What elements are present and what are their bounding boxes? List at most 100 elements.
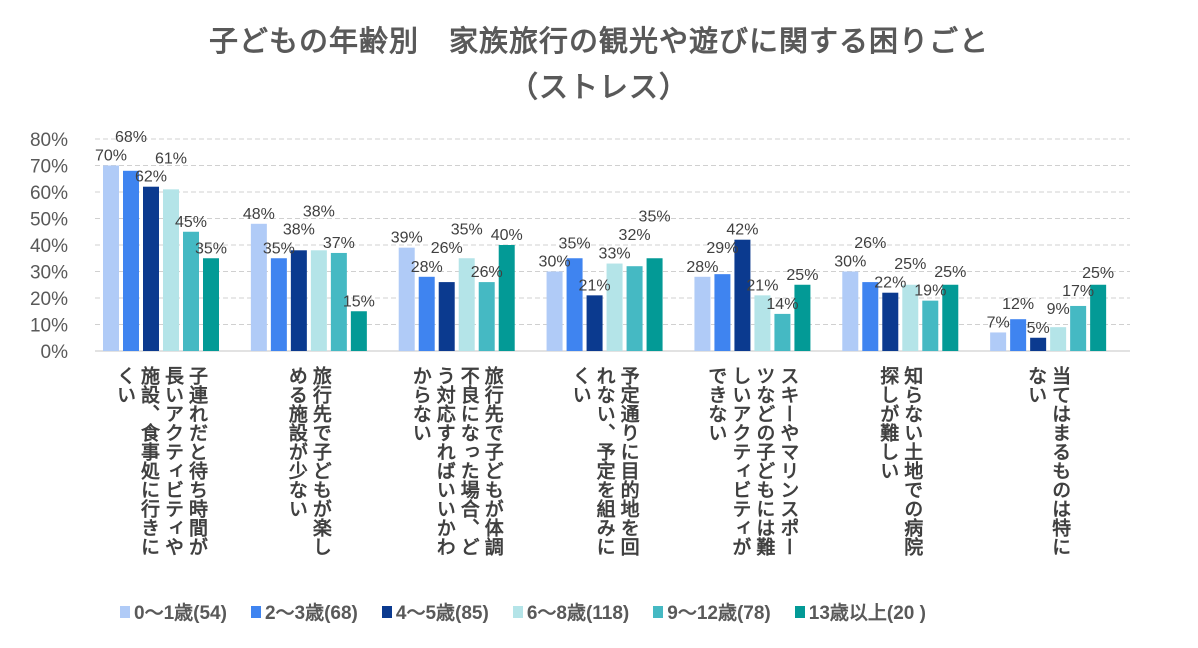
legend-swatch — [794, 605, 805, 618]
legend: 0～1歳(54) 2～3歳(68) 4～5歳(85) 6～8歳(118) 9～12歳(7… — [120, 598, 926, 625]
data-label: 14% — [766, 296, 798, 313]
bar — [774, 313, 791, 351]
data-label: 33% — [599, 246, 631, 263]
bar — [438, 282, 455, 351]
data-label: 45% — [175, 214, 207, 231]
data-label: 21% — [579, 277, 611, 294]
legend-item: 4～5歳(85) — [381, 598, 489, 625]
data-label: 17% — [1062, 283, 1094, 300]
data-label: 22% — [874, 275, 906, 292]
data-label: 19% — [914, 283, 946, 300]
bar — [478, 282, 495, 351]
data-label: 25% — [786, 267, 818, 284]
chart-title: 子どもの年齢別 家族旅行の観光や遊びに関する困りごと — [208, 24, 989, 58]
data-label: 28% — [686, 259, 718, 276]
x-category-label: 子連れだと待ち時間が長いアクティビティや施設、食事処に行きにくい — [114, 366, 208, 556]
bar — [922, 300, 939, 351]
data-label: 25% — [934, 264, 966, 281]
y-tick-label: 40% — [30, 236, 68, 257]
data-label: 26% — [431, 240, 463, 257]
bar — [250, 223, 267, 351]
bar — [586, 295, 603, 351]
data-label: 21% — [746, 277, 778, 294]
legend-swatch — [653, 605, 664, 618]
bar — [990, 332, 1007, 351]
data-label: 28% — [411, 259, 443, 276]
data-label: 40% — [491, 227, 523, 244]
y-tick-label: 30% — [30, 263, 68, 284]
data-label: 7% — [987, 314, 1010, 331]
data-label: 39% — [391, 230, 423, 247]
bar — [310, 250, 327, 351]
bar — [350, 311, 367, 351]
bar — [123, 170, 139, 351]
legend-label: 9～12歳(78) — [667, 603, 771, 624]
y-tick-label: 60% — [30, 183, 68, 204]
bar — [290, 250, 307, 351]
data-label: 35% — [639, 208, 671, 225]
data-label: 29% — [706, 240, 738, 257]
legend-item: 0～1歳(54) — [120, 598, 227, 625]
bar — [1050, 327, 1067, 351]
bar — [842, 271, 859, 351]
data-label: 26% — [854, 235, 886, 252]
legend-label: 13歳以上(20 ) — [808, 603, 926, 624]
data-label: 62% — [135, 169, 167, 186]
data-label: 25% — [1082, 265, 1114, 282]
bar — [606, 263, 623, 351]
data-label: 61% — [155, 150, 187, 167]
x-category-label: スキーやマリンスポーツなどの子どもには難しいアクティビティができない — [705, 366, 800, 556]
data-label: 70% — [95, 148, 127, 165]
bar — [163, 189, 179, 351]
bar — [902, 284, 919, 351]
bar — [942, 284, 959, 351]
data-label: 26% — [471, 264, 503, 281]
bar — [694, 276, 711, 351]
bar — [330, 252, 347, 351]
legend-label: 2～3歳(68) — [264, 603, 358, 624]
bar — [418, 276, 435, 351]
data-label: 12% — [1002, 296, 1034, 313]
data-label: 30% — [834, 254, 866, 271]
bar — [1010, 319, 1027, 351]
data-label: 35% — [559, 235, 591, 252]
bar — [143, 186, 159, 351]
legend-swatch — [381, 605, 392, 618]
bar — [646, 258, 663, 351]
bar — [754, 295, 771, 351]
bar — [183, 231, 199, 351]
legend-item: 9～12歳(78) — [653, 598, 771, 625]
chart-subtitle: （ストレス） — [508, 70, 689, 104]
bar — [862, 282, 879, 351]
legend-label: 4～5歳(85) — [395, 603, 489, 624]
bar — [882, 292, 899, 351]
data-label: 25% — [894, 256, 926, 273]
data-label: 42% — [726, 222, 758, 239]
data-label: 30% — [539, 254, 571, 271]
x-category-label: 旅行先で子どもが楽しめる施設が少ない — [285, 366, 332, 556]
y-tick-label: 70% — [30, 157, 68, 178]
y-tick-label: 80% — [30, 130, 68, 151]
legend-label: 0～1歳(54) — [134, 603, 227, 624]
x-category-label: 予定通りに目的地を回れない、予定を組みにくい — [569, 366, 640, 556]
legend-item: 6～8歳(118) — [512, 598, 629, 625]
x-category-label: 当てはまるものは特にない — [1025, 366, 1072, 556]
data-label: 38% — [283, 221, 315, 238]
bar — [498, 245, 515, 351]
bar — [546, 271, 563, 351]
data-label: 48% — [243, 206, 275, 223]
bar — [203, 258, 219, 351]
data-label: 32% — [619, 227, 651, 244]
bar — [794, 284, 811, 351]
bar — [714, 274, 731, 351]
legend-swatch — [250, 605, 261, 618]
x-category-label: 知らない土地での病院探しが難しい — [877, 366, 924, 556]
data-label: 15% — [343, 293, 375, 310]
bar — [1090, 284, 1107, 351]
data-label: 35% — [451, 221, 483, 238]
bar — [1030, 337, 1047, 351]
bar — [734, 239, 751, 351]
data-label: 68% — [115, 129, 147, 146]
